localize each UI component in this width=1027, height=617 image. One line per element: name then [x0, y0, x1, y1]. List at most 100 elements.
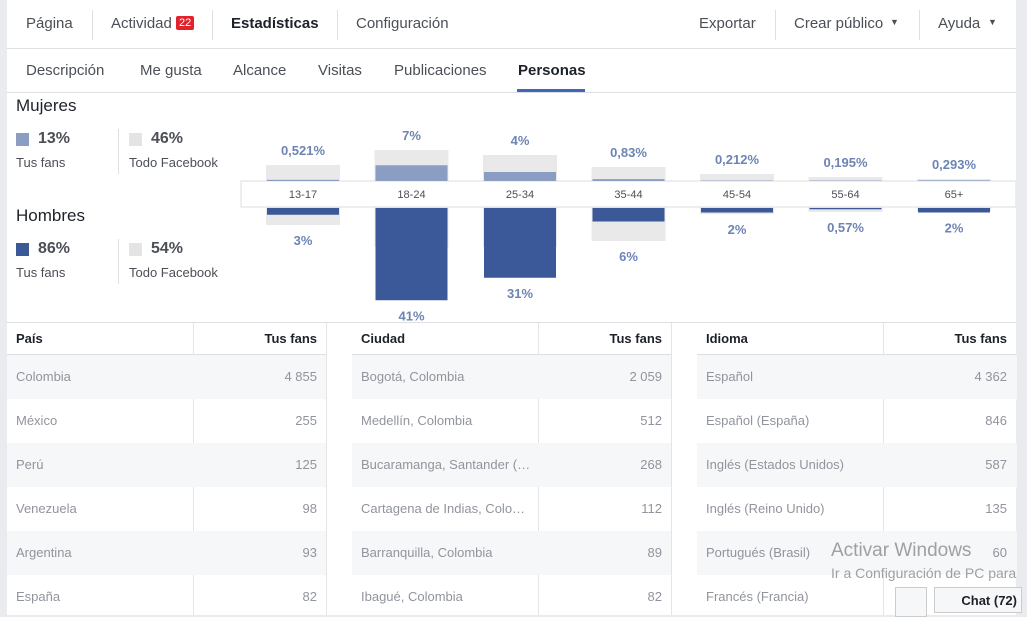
divider [118, 129, 119, 174]
nav-action[interactable]: Crear público [794, 15, 883, 32]
facebook-bg [809, 207, 883, 212]
table-cell: Bogotá, Colombia [361, 369, 464, 384]
table-cell: Argentina [16, 545, 72, 560]
table-cell: Ibagué, Colombia [361, 589, 463, 604]
table-cell: 268 [538, 457, 662, 472]
table-cell: 2 059 [538, 369, 662, 384]
table-cell: Inglés (Estados Unidos) [706, 457, 844, 472]
swatch [16, 133, 29, 146]
table-cell: 125 [193, 457, 317, 472]
women-bar [376, 165, 448, 181]
nav-action[interactable]: Ayuda [938, 15, 980, 32]
table-cell: 846 [883, 413, 1007, 428]
gender-title: Hombres [16, 206, 85, 226]
dropdown-arrow: ▼ [890, 17, 899, 27]
women-value-label: 0,293% [932, 157, 977, 172]
sub-tab[interactable]: Me gusta [140, 62, 202, 79]
table-header: Idioma [706, 331, 748, 346]
table-cell: Bucaramanga, Santander (… [361, 457, 530, 472]
women-bar [267, 180, 339, 181]
women-value-label: 7% [402, 128, 421, 143]
chat-button[interactable]: Chat (72) [934, 587, 1022, 613]
nav-tab[interactable]: Página [26, 15, 73, 32]
nav-separator [919, 10, 920, 40]
table-header: Tus fans [538, 331, 662, 346]
table-cell: Cartagena de Indias, Colo… [361, 501, 525, 516]
table-gap-line [326, 323, 327, 615]
table-cell: 82 [193, 589, 317, 604]
table-gap-line [671, 323, 672, 615]
swatch [16, 243, 29, 256]
age-chart: 13-170,521%3%18-247%41%25-344%31%35-440,… [7, 93, 1016, 322]
age-label: 25-34 [506, 189, 534, 201]
nav-separator [775, 10, 776, 40]
fans-pct: 13% [38, 130, 70, 148]
women-value-label: 0,521% [281, 143, 326, 158]
age-label: 65+ [945, 189, 964, 201]
active-underline [517, 89, 585, 92]
men-bar [376, 208, 448, 300]
table-cell: 93 [193, 545, 317, 560]
gender-title: Mujeres [16, 96, 76, 116]
men-value-label: 31% [507, 286, 533, 301]
dropdown-arrow: ▼ [988, 17, 997, 27]
table-cell: Barranquilla, Colombia [361, 545, 493, 560]
nav-tab[interactable]: Actividad [111, 15, 172, 32]
table-header: Tus fans [193, 331, 317, 346]
sub-tab[interactable]: Personas [518, 62, 586, 79]
nav-tab[interactable]: Estadísticas [231, 15, 319, 32]
table-header: País [16, 331, 43, 346]
table-cell: 135 [883, 501, 1007, 516]
sub-tab[interactable]: Alcance [233, 62, 286, 79]
men-value-label: 6% [619, 249, 638, 264]
table-cell: 587 [883, 457, 1007, 472]
women-value-label: 0,83% [610, 145, 647, 160]
nav-separator [212, 10, 213, 40]
women-bar [593, 179, 665, 181]
table-cell: 512 [538, 413, 662, 428]
women-value-label: 0,212% [715, 152, 760, 167]
men-bar [484, 208, 556, 278]
women-bar [918, 180, 990, 181]
table-cell: Español [706, 369, 753, 384]
table-cell: México [16, 413, 57, 428]
men-value-label: 3% [294, 233, 313, 248]
age-label: 18-24 [397, 189, 425, 201]
men-bar [701, 208, 773, 213]
nav-separator [337, 10, 338, 40]
table-cell: Colombia [16, 369, 71, 384]
globe-button[interactable] [895, 587, 927, 617]
men-bar [593, 208, 665, 222]
nav-action[interactable]: Exportar [699, 15, 756, 32]
nav-tab[interactable]: Configuración [356, 15, 449, 32]
table-cell: Portugués (Brasil) [706, 545, 810, 560]
swatch [129, 133, 142, 146]
table-cell: Venezuela [16, 501, 77, 516]
men-bar [267, 208, 339, 215]
table-header: Ciudad [361, 331, 405, 346]
men-bar [810, 208, 882, 209]
men-value-label: 2% [728, 222, 747, 237]
table-cell: 98 [193, 501, 317, 516]
men-value-label: 2% [945, 221, 964, 236]
men-value-label: 0,57% [827, 220, 864, 235]
activity-badge: 22 [176, 16, 194, 30]
table-cell: Medellín, Colombia [361, 413, 472, 428]
fans-pct: 86% [38, 240, 70, 258]
fans-label: Tus fans [16, 155, 65, 170]
table-cell: 82 [538, 589, 662, 604]
divider [118, 239, 119, 284]
age-label: 45-54 [723, 189, 751, 201]
table-cell: Inglés (Reino Unido) [706, 501, 825, 516]
facebook-pct: 54% [151, 240, 183, 258]
women-value-label: 4% [511, 133, 530, 148]
sub-tab[interactable]: Visitas [318, 62, 362, 79]
sub-tab[interactable]: Publicaciones [394, 62, 487, 79]
facebook-label: Todo Facebook [129, 265, 218, 280]
table-cell: Perú [16, 457, 43, 472]
sub-tab[interactable]: Descripción [26, 62, 104, 79]
watermark-text: Ir a Configuración de PC para [831, 565, 1016, 581]
table-cell: Español (España) [706, 413, 809, 428]
